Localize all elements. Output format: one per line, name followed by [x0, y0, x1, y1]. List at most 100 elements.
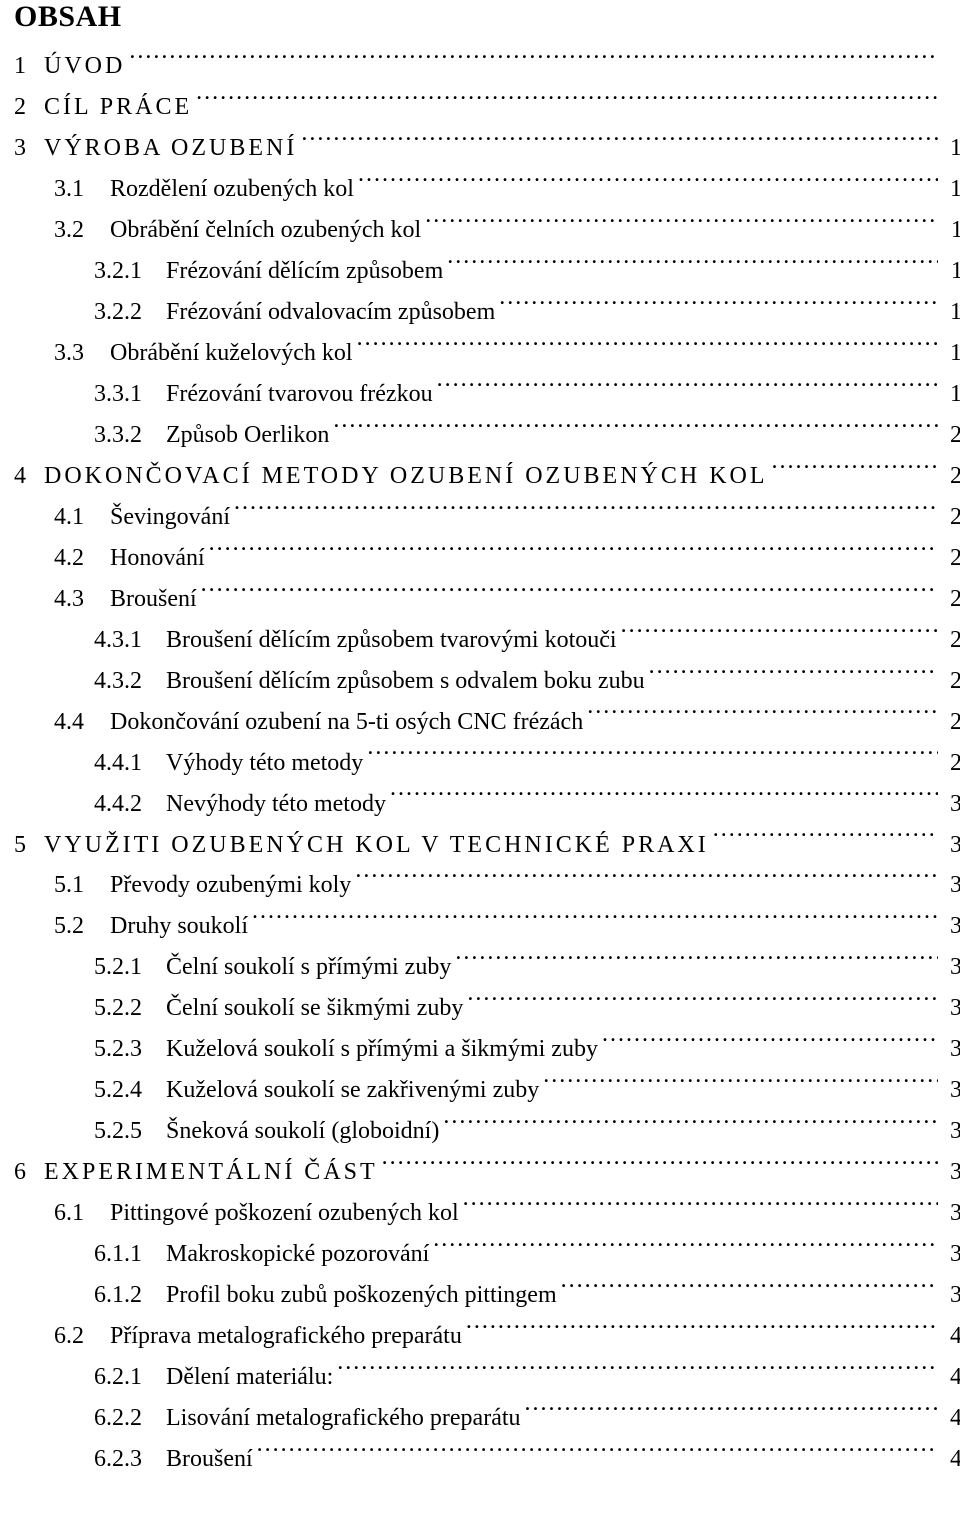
- toc-leader: [390, 782, 938, 811]
- toc-entry-number: 6.2: [54, 1318, 110, 1355]
- toc-entry: 4.3.1Broušení dělícím způsobem tvarovými…: [14, 618, 960, 659]
- toc-entry-label: Broušení: [110, 581, 201, 618]
- toc-entry-label: Převody ozubenými koly: [110, 867, 355, 904]
- toc-entry-label: Ševingování: [110, 499, 234, 536]
- toc-entry-label: ÚVOD: [44, 48, 129, 85]
- toc-entry-number: 2: [14, 89, 44, 126]
- toc-leader: [358, 167, 938, 196]
- toc-entry: 5.2.5Šneková soukolí (globoidní)36: [14, 1110, 960, 1151]
- toc-entry-number: 3.2.2: [94, 294, 166, 331]
- toc-leader: [772, 454, 938, 483]
- toc-entry: 5.1Převody ozubenými koly32: [14, 864, 960, 905]
- toc-entry-page: 35: [938, 1072, 960, 1109]
- toc-entry-number: 3.2: [54, 212, 110, 249]
- toc-entry-page: 37: [938, 1236, 960, 1273]
- toc-entry: 4.2Honování23: [14, 536, 960, 577]
- toc-entry-number: 3: [14, 130, 44, 167]
- toc-leader: [234, 495, 938, 524]
- toc-entry: 4.4.2Nevýhody této metody 31: [14, 782, 960, 823]
- toc-entry-label: Obrábění čelních ozubených kol: [110, 212, 425, 249]
- toc-entry-page: 24: [938, 581, 960, 618]
- toc-entry: 5.2Druhy soukolí33: [14, 905, 960, 946]
- toc-entry-label: Čelní soukolí se šikmými zuby: [166, 990, 467, 1027]
- toc-entry-page: 10: [938, 130, 960, 167]
- toc-entry: 2CÍL PRÁCE 9: [14, 85, 960, 126]
- toc-entry-number: 5.2.4: [94, 1072, 166, 1109]
- toc-entry-number: 1: [14, 48, 44, 85]
- toc-entry-page: 32: [938, 827, 960, 864]
- toc-entry-number: 4.3.1: [94, 622, 166, 659]
- toc-leader: [209, 536, 938, 565]
- toc-entry-label: VÝROBA OZUBENÍ: [44, 130, 301, 167]
- toc-entry-page: 18: [938, 335, 960, 372]
- toc-entry-number: 4.4.2: [94, 786, 166, 823]
- toc-leader: [257, 1437, 938, 1466]
- toc-entry: 6.1.2Profil boku zubů poškozených pittin…: [14, 1274, 960, 1315]
- toc-entry: 6.2Příprava metalografického preparátu 40: [14, 1315, 960, 1356]
- toc-entry: 1ÚVOD8: [14, 44, 960, 85]
- toc-entry-number: 4.2: [54, 540, 110, 577]
- toc-entry: 3.3Obrábění kuželových kol18: [14, 331, 960, 372]
- toc-entry: 6.1.1Makroskopické pozorování37: [14, 1233, 960, 1274]
- toc-entry-page: 23: [938, 540, 960, 577]
- toc-entry-page: 21: [938, 499, 960, 536]
- toc-entry-number: 5.2: [54, 908, 110, 945]
- toc-entry-number: 4.1: [54, 499, 110, 536]
- toc-entry-label: Dělení materiálu:: [166, 1359, 337, 1396]
- toc-entry-page: 19: [938, 376, 960, 413]
- toc-entry-label: CÍL PRÁCE: [44, 89, 196, 126]
- toc-entry-label: Frézování dělícím způsobem: [166, 253, 447, 290]
- toc-entry-page: 33: [938, 949, 960, 986]
- toc-entry-number: 4.3.2: [94, 663, 166, 700]
- toc-entry-number: 6.2.2: [94, 1400, 166, 1437]
- toc-entry-number: 3.2.1: [94, 253, 166, 290]
- toc-entry: 3.2.2Frézování odvalovacím způsobem14: [14, 290, 960, 331]
- toc-entry-number: 4: [14, 458, 44, 495]
- toc-entry-page: 25: [938, 622, 960, 659]
- toc-entry-label: Způsob Oerlikon: [166, 417, 333, 454]
- toc-leader: [337, 1356, 938, 1385]
- toc-entry-label: Příprava metalografického preparátu: [110, 1318, 466, 1355]
- toc-entry: 4.3.2Broušení dělícím způsobem s odvalem…: [14, 659, 960, 700]
- toc-entry: 4.4.1Výhody této metody29: [14, 741, 960, 782]
- toc-entry: 3.2Obrábění čelních ozubených kol 11: [14, 208, 960, 249]
- toc-leader: [649, 659, 938, 688]
- toc-entry: 3VÝROBA OZUBENÍ 10: [14, 126, 960, 167]
- toc-entry-page: 39: [938, 1277, 960, 1314]
- toc-entry: 6.2.1Dělení materiálu:40: [14, 1356, 960, 1397]
- toc-entry-page: 21: [938, 458, 960, 495]
- toc-entry-page: 26: [938, 663, 960, 700]
- toc-entry-page: 31: [938, 786, 960, 823]
- toc-entry: 3.3.2Způsob Oerlikon20: [14, 413, 960, 454]
- toc-entry-page: 40: [938, 1318, 960, 1355]
- toc-entry-number: 4.3: [54, 581, 110, 618]
- toc-entry-label: EXPERIMENTÁLNÍ ČÁST: [44, 1154, 382, 1191]
- toc-entry: 6.1Pittingové poškození ozubených kol37: [14, 1192, 960, 1233]
- toc-entry-page: 20: [938, 417, 960, 454]
- toc-entry-label: Nevýhody této metody: [166, 786, 390, 823]
- toc-leader: [602, 1028, 938, 1057]
- toc-entry-number: 4.4: [54, 704, 110, 741]
- toc-entry: 4.1Ševingování 21: [14, 495, 960, 536]
- toc-entry-page: 11: [938, 212, 960, 249]
- toc-entry: 6.2.2Lisování metalografického preparátu…: [14, 1396, 960, 1437]
- toc-entry-label: Broušení dělícím způsobem s odvalem boku…: [166, 663, 649, 700]
- toc-entry-number: 5: [14, 827, 44, 864]
- toc-entry-label: Výhody této metody: [166, 745, 367, 782]
- toc-entry-label: Frézování odvalovacím způsobem: [166, 294, 499, 331]
- toc-container: 1ÚVOD82CÍL PRÁCE93VÝROBA OZUBENÍ103.1Roz…: [14, 44, 960, 1478]
- toc-leader: [437, 372, 938, 401]
- toc-entry-label: Kuželová soukolí s přímými a šikmými zub…: [166, 1031, 602, 1068]
- toc-leader: [499, 290, 938, 319]
- toc-entry-number: 3.3: [54, 335, 110, 372]
- toc-entry-page: 9: [938, 89, 960, 126]
- toc-entry-label: DOKONČOVACÍ METODY OZUBENÍ OZUBENÝCH KOL: [44, 458, 772, 495]
- toc-entry-number: 3.3.1: [94, 376, 166, 413]
- toc-leader: [301, 126, 938, 155]
- toc-entry-label: Frézování tvarovou frézkou: [166, 376, 437, 413]
- toc-entry-number: 5.2.1: [94, 949, 166, 986]
- toc-entry-page: 35: [938, 1031, 960, 1068]
- toc-leader: [201, 577, 938, 606]
- toc-entry-page: 11: [938, 253, 960, 290]
- toc-entry: 6.2.3Broušení41: [14, 1437, 960, 1478]
